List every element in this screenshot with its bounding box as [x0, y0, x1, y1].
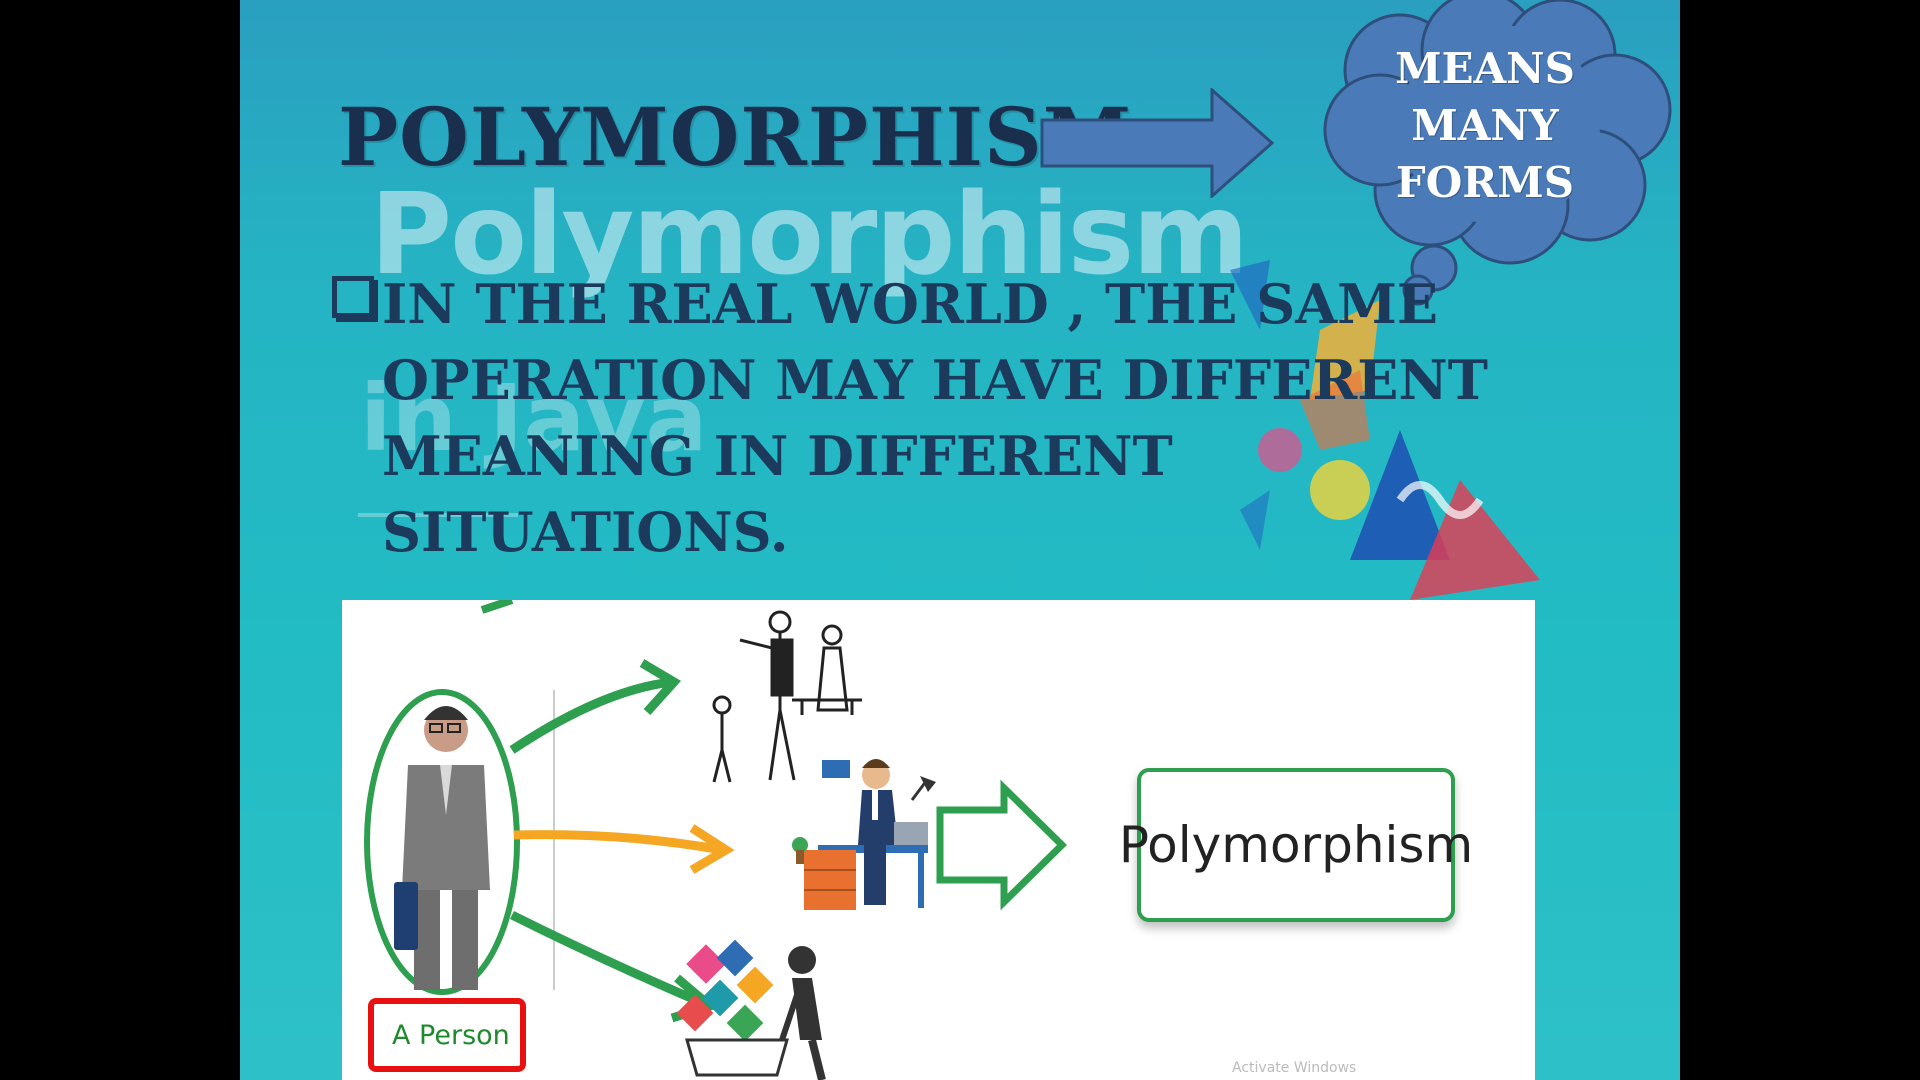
bullet-point: In the real world , the same operation m…: [332, 266, 1532, 570]
background-watermark-line: [358, 513, 518, 517]
background-watermark-title: Polymorphism: [370, 170, 1249, 300]
person-icon: [364, 689, 520, 995]
cloud-line-forms: FORMS: [1395, 158, 1575, 207]
right-arrow-icon: [1040, 88, 1275, 198]
a-person-label: A Person: [368, 998, 526, 1072]
shopper-icon: [676, 939, 826, 1080]
bullet-text: In the real world , the same operation m…: [382, 272, 1488, 564]
teacher-icon: [712, 610, 862, 783]
background-watermark-subtitle: in Java: [360, 365, 708, 472]
cloud-text: MEANS MANY FORMS: [1380, 40, 1590, 211]
checkbox-bullet-icon: [332, 276, 374, 318]
thought-cloud-icon: [1323, 0, 1672, 306]
cloud-line-many: MANY: [1411, 101, 1559, 150]
office-worker-icon: [792, 759, 936, 910]
slide: Polymorphism in Java POLYMORPHISM: [240, 0, 1680, 1080]
slide-title: POLYMORPHISM: [338, 90, 1133, 184]
illustration-drawing: [364, 600, 1067, 1080]
activate-windows-watermark: Activate Windows: [1232, 1060, 1357, 1076]
background-shapes: [1230, 260, 1540, 600]
cloud-line-means: MEANS: [1395, 44, 1575, 93]
illustration-panel: Polymorphism A Person Activate Windows: [342, 600, 1535, 1080]
polymorphism-result-box: Polymorphism: [1119, 768, 1473, 922]
